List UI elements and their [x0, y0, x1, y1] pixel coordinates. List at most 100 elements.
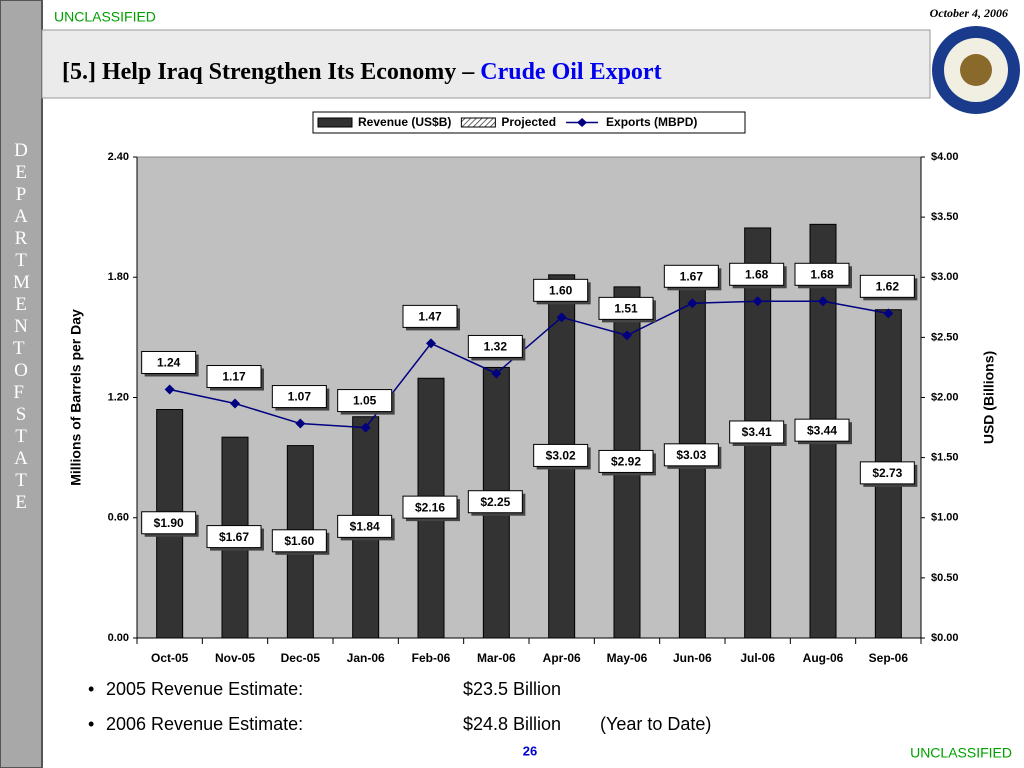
- line-marker: [295, 418, 306, 429]
- classification: UNCLASSIFIED: [54, 9, 156, 25]
- bar-label: $1.60: [284, 534, 314, 548]
- y2-axis-title: USD (Billions): [981, 351, 997, 444]
- line-marker: [818, 296, 828, 307]
- y2-tick-label: $1.00: [931, 512, 959, 524]
- x-tick-label: Jul-06: [740, 651, 775, 665]
- legend-swatch: [317, 117, 353, 128]
- bullet-label: 2006 Revenue Estimate:: [106, 714, 303, 734]
- line-label-box: [533, 278, 589, 302]
- bar-label: $1.84: [350, 520, 380, 534]
- bar-label: $3.02: [546, 449, 576, 463]
- line-label-box: [729, 262, 785, 286]
- bar-label-group: $3.03: [663, 443, 722, 469]
- line-label-box: [794, 262, 850, 286]
- legend-swatch: [460, 117, 496, 128]
- legend-swatch-marker: [577, 118, 588, 127]
- line-label: 1.67: [680, 269, 704, 283]
- bullet: •: [88, 714, 94, 734]
- x-tick-label: May-06: [607, 651, 648, 665]
- y-tick-label: 0.60: [108, 512, 129, 524]
- bullet-note: (Year to Date): [600, 714, 711, 734]
- bar-label: $3.03: [676, 448, 706, 462]
- bar-label-box: [402, 495, 458, 519]
- line-marker: [687, 298, 698, 309]
- legend-label: Projected: [501, 115, 556, 129]
- line-marker: [426, 338, 436, 349]
- line-label: 1.17: [222, 370, 246, 384]
- bar-label-group: $1.84: [337, 514, 395, 541]
- line-label: 1.05: [353, 394, 377, 408]
- legend-label: Revenue (US$B): [358, 115, 451, 129]
- line-label-group: 1.51: [598, 296, 656, 323]
- classification: UNCLASSIFIED: [910, 745, 1012, 761]
- line-label: 1.07: [288, 390, 312, 404]
- line-marker: [491, 368, 502, 379]
- page-number: 26: [523, 743, 537, 758]
- line-label-box: [141, 350, 197, 374]
- y-tick-label: 0.00: [108, 632, 129, 644]
- y2-tick-label: $0.50: [931, 572, 959, 584]
- bar-label: $3.44: [807, 423, 837, 437]
- line-label-box: [337, 389, 393, 413]
- y2-tick-label: $3.50: [931, 211, 959, 223]
- slide-title: [5.] Help Iraq Strengthen Its Economy – …: [62, 59, 662, 85]
- bar-label-group: $2.25: [467, 490, 526, 516]
- x-tick-label: Dec-05: [281, 651, 321, 665]
- line-label-box: [206, 365, 262, 389]
- title-band: [41, 29, 931, 99]
- bar-label-box: [663, 443, 719, 467]
- line-label-group: 1.68: [794, 262, 852, 289]
- line-label-group: 1.68: [729, 262, 787, 289]
- line-label-box: [467, 334, 523, 358]
- bullet-label: 2005 Revenue Estimate:: [106, 679, 303, 699]
- x-tick-label: Jun-06: [673, 651, 712, 665]
- line-label-group: 1.47: [402, 304, 460, 331]
- line-marker: [556, 312, 567, 323]
- line-marker: [752, 296, 763, 307]
- line-label-group: 1.17: [206, 365, 264, 391]
- x-tick-label: Jan-06: [347, 651, 385, 665]
- bar-label-group: $2.16: [402, 495, 460, 522]
- legend: Revenue (US$B) Projected Exports (MBPD): [312, 111, 746, 134]
- line-label-group: 1.07: [271, 385, 330, 411]
- y-tick-label: 2.40: [108, 151, 129, 163]
- date: October 4, 2006: [930, 6, 1008, 20]
- bar-label: $2.16: [415, 500, 445, 514]
- side-band: [0, 0, 43, 768]
- line-label: 1.51: [614, 302, 638, 316]
- line-marker: [883, 308, 894, 319]
- x-tick-label: Nov-05: [215, 651, 255, 665]
- bar-label: $2.25: [480, 495, 510, 509]
- line-label: 1.32: [484, 340, 508, 354]
- plot-area: [136, 156, 922, 639]
- title-highlight: Crude Oil Export: [480, 59, 661, 85]
- bar-label: $3.41: [742, 425, 772, 439]
- y2-tick-label: $2.00: [931, 391, 959, 403]
- y-axis-title: Millions of Barrels per Day: [68, 309, 84, 486]
- line-label-box: [402, 304, 458, 328]
- line-label-group: 1.60: [533, 278, 591, 305]
- y2-tick-label: $0.00: [931, 632, 959, 644]
- bar-label-box: [141, 511, 197, 535]
- line-label: 1.68: [810, 267, 834, 281]
- bar-label-group: $1.67: [206, 525, 264, 551]
- line-marker: [360, 422, 371, 433]
- bar-label-box: [729, 420, 785, 444]
- side-text: DEPARTMENT OF STATE: [13, 140, 30, 513]
- bar-label-box: [859, 461, 915, 485]
- line-marker: [622, 330, 632, 341]
- x-tick-label: Apr-06: [543, 651, 581, 665]
- x-tick-label: Aug-06: [803, 651, 844, 665]
- bar-label-group: $3.02: [533, 443, 591, 470]
- bar-label-group: $1.60: [271, 529, 330, 555]
- title-main: [5.] Help Iraq Strengthen Its Economy –: [62, 59, 480, 85]
- line-label-box: [271, 385, 327, 409]
- bar-label-box: [271, 529, 327, 553]
- line-label-group: 1.62: [859, 274, 918, 301]
- bar-label-group: $2.92: [598, 449, 656, 476]
- bar-label: $1.67: [219, 530, 249, 544]
- bullet: •: [88, 679, 94, 699]
- seal: [932, 26, 1020, 114]
